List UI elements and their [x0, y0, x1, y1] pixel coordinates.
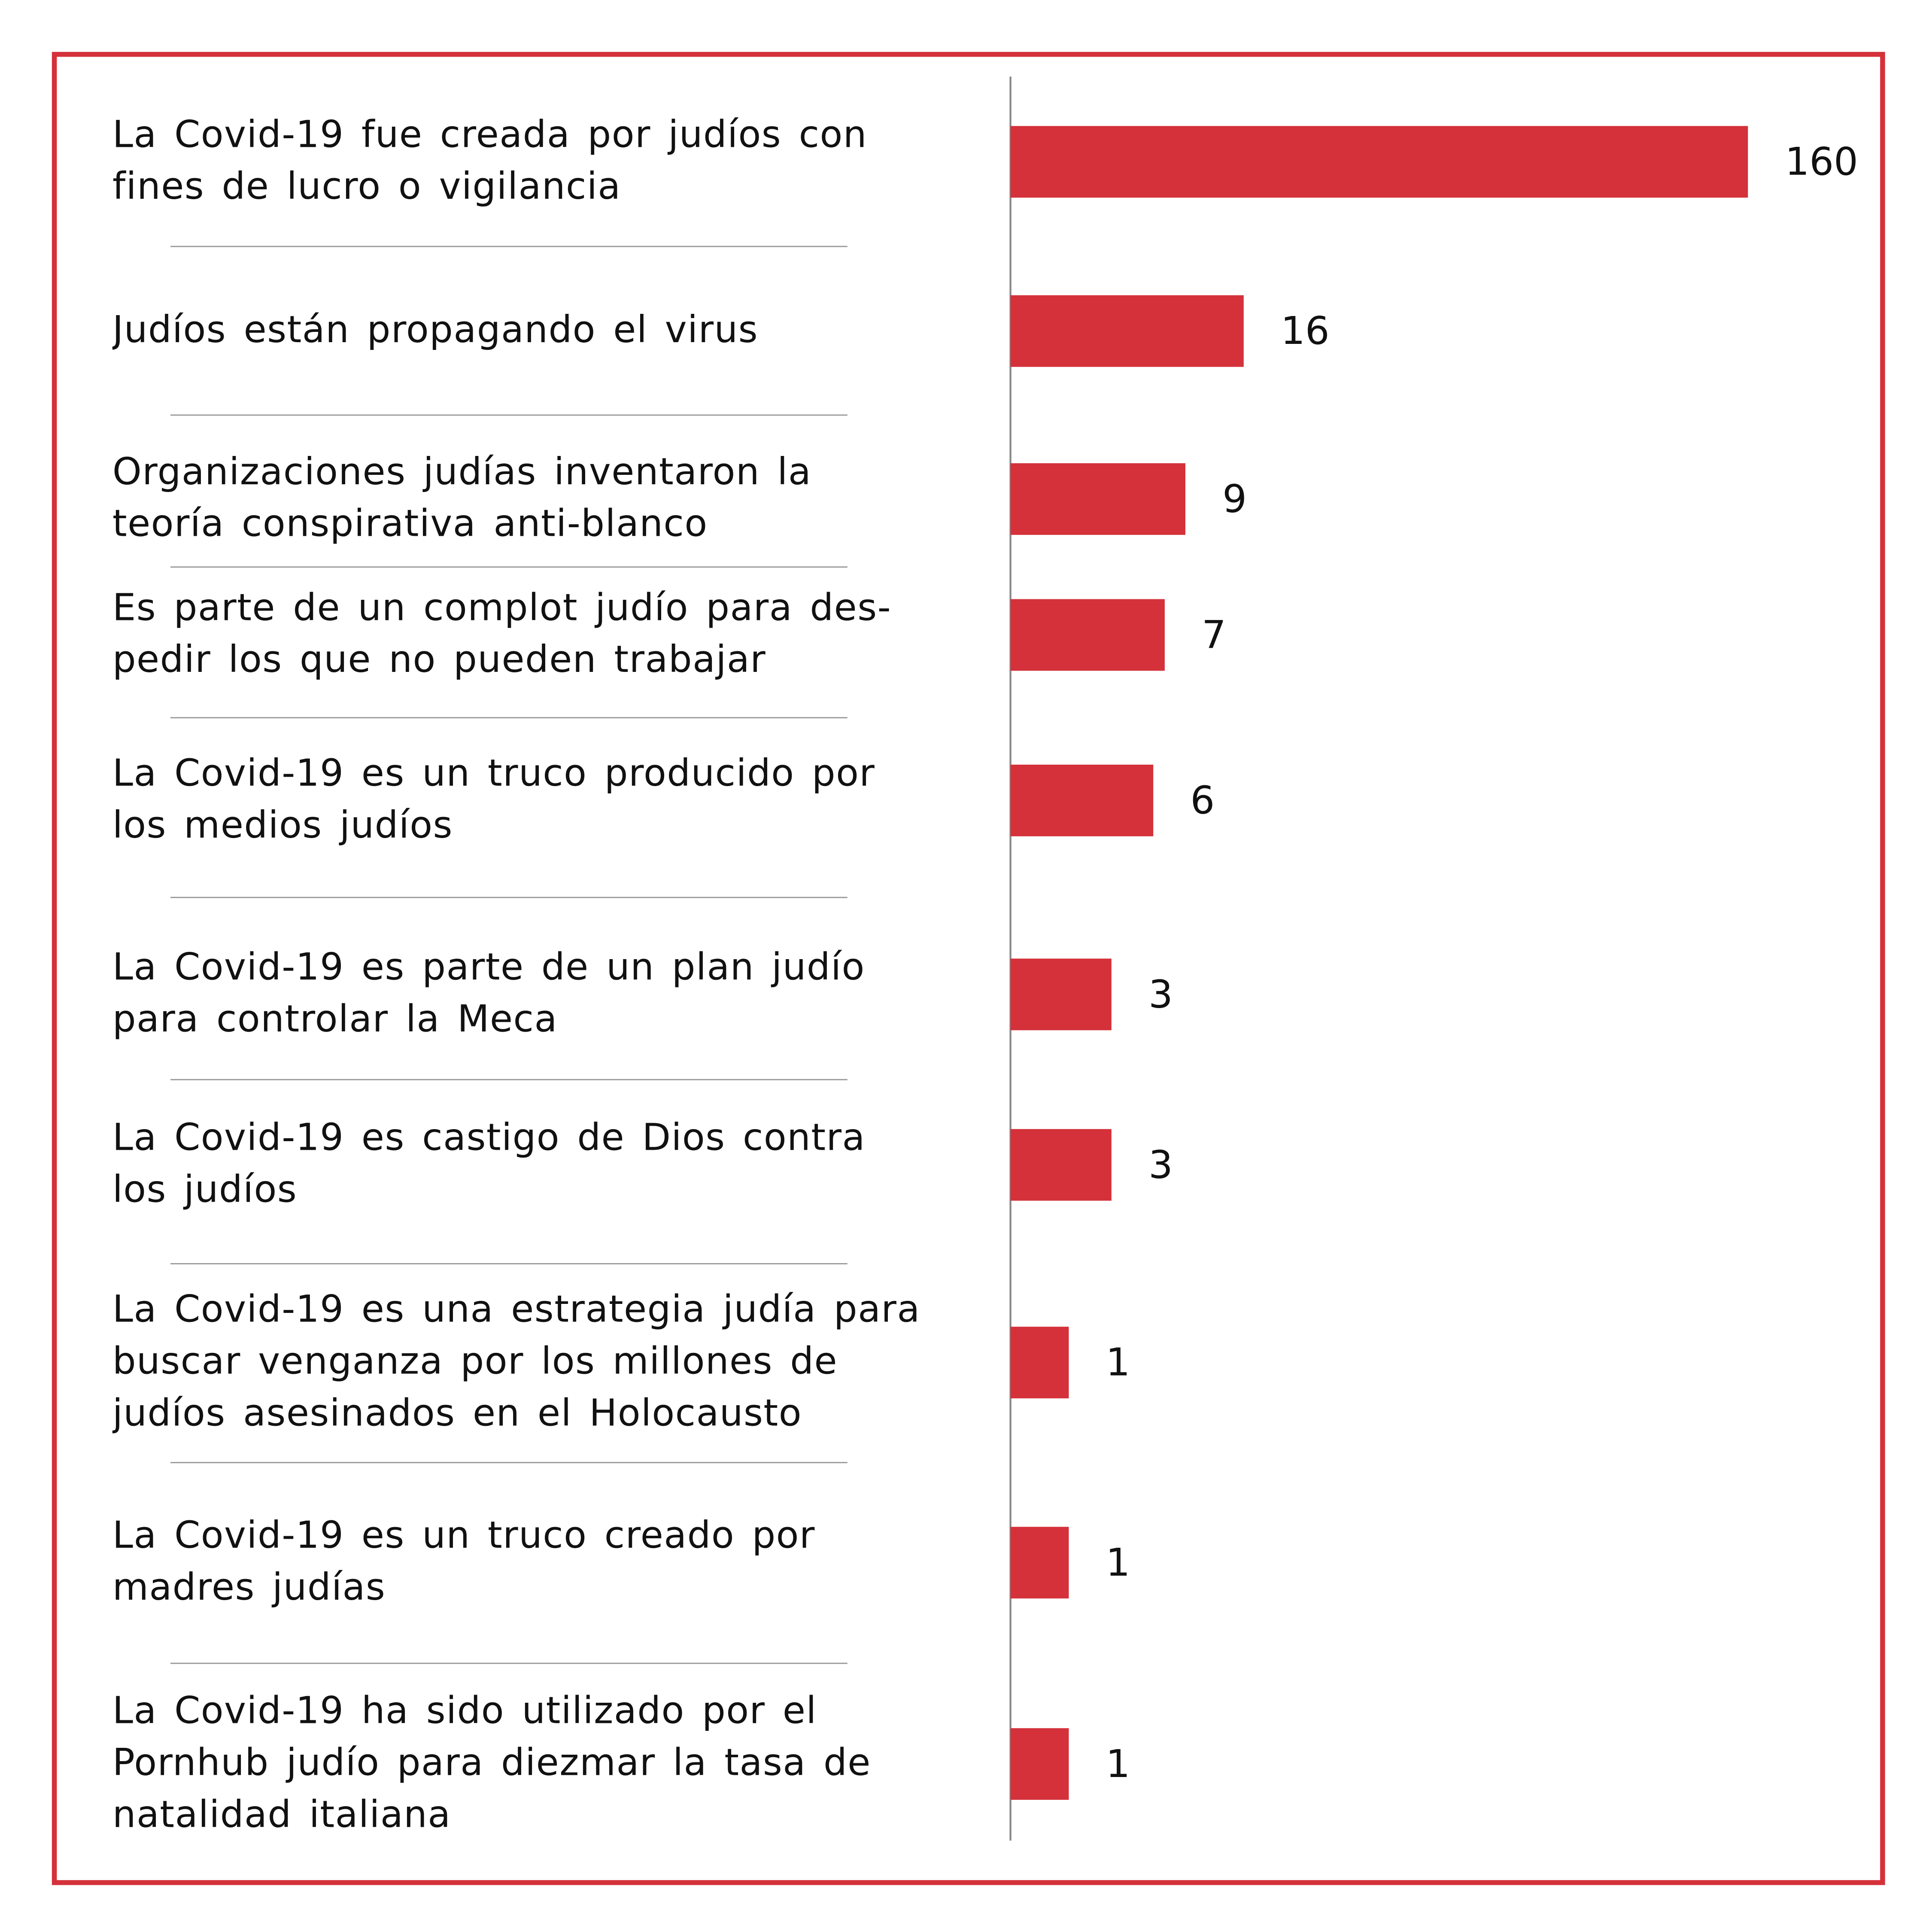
category-label-box: La Covid-19 es castigo de Dios contra lo… — [112, 1117, 866, 1212]
value-label: 160 — [1785, 140, 1858, 184]
value-label: 7 — [1202, 613, 1226, 657]
frame — [52, 52, 1885, 1885]
category-label: Es parte de un complot judío para des- p… — [112, 586, 892, 682]
category-label: Judíos están propagando el virus — [112, 309, 759, 352]
category-label-box: La Covid-19 es un truco producido por lo… — [112, 752, 875, 848]
category-label-box: Es parte de un complot judío para des- p… — [112, 586, 892, 682]
bar — [1010, 126, 1748, 198]
category-label: La Covid-19 es un truco creado por madre… — [112, 1514, 815, 1610]
value-label: 9 — [1222, 477, 1247, 522]
bar — [1010, 599, 1165, 671]
bar — [1010, 463, 1185, 535]
category-label-box: Organizaciones judías inventaron la teor… — [112, 451, 812, 546]
value-label: 1 — [1106, 1340, 1130, 1385]
bar — [1010, 1129, 1112, 1201]
value-label: 16 — [1281, 309, 1330, 353]
category-label: La Covid-19 es castigo de Dios contra lo… — [112, 1117, 866, 1212]
category-label-box: La Covid-19 fue creada por judíos con fi… — [112, 113, 867, 209]
bar — [1010, 295, 1244, 367]
category-label: La Covid-19 ha sido utilizado por el Por… — [112, 1690, 871, 1837]
bar — [1010, 958, 1112, 1030]
category-label-box: Judíos están propagando el virus — [112, 309, 759, 352]
category-label: La Covid-19 fue creada por judíos con fi… — [112, 113, 867, 209]
bar — [1010, 1527, 1069, 1599]
value-label: 3 — [1148, 1142, 1173, 1187]
category-label-box: La Covid-19 es parte de un plan judío pa… — [112, 946, 865, 1042]
bar — [1010, 1327, 1069, 1399]
value-label: 6 — [1191, 778, 1215, 823]
category-label: Organizaciones judías inventaron la teor… — [112, 451, 812, 546]
value-label: 3 — [1148, 972, 1173, 1017]
value-label: 1 — [1106, 1742, 1130, 1786]
category-label-box: La Covid-19 es un truco creado por madre… — [112, 1514, 815, 1610]
category-label: La Covid-19 es una estrategia judía para… — [112, 1288, 920, 1436]
category-label-box: La Covid-19 ha sido utilizado por el Por… — [112, 1690, 871, 1837]
category-label-box: La Covid-19 es una estrategia judía para… — [112, 1288, 920, 1436]
category-label: La Covid-19 es un truco producido por lo… — [112, 752, 875, 848]
category-label: La Covid-19 es parte de un plan judío pa… — [112, 946, 865, 1042]
bar — [1010, 765, 1154, 836]
value-label: 1 — [1106, 1540, 1130, 1585]
bar — [1010, 1728, 1069, 1800]
